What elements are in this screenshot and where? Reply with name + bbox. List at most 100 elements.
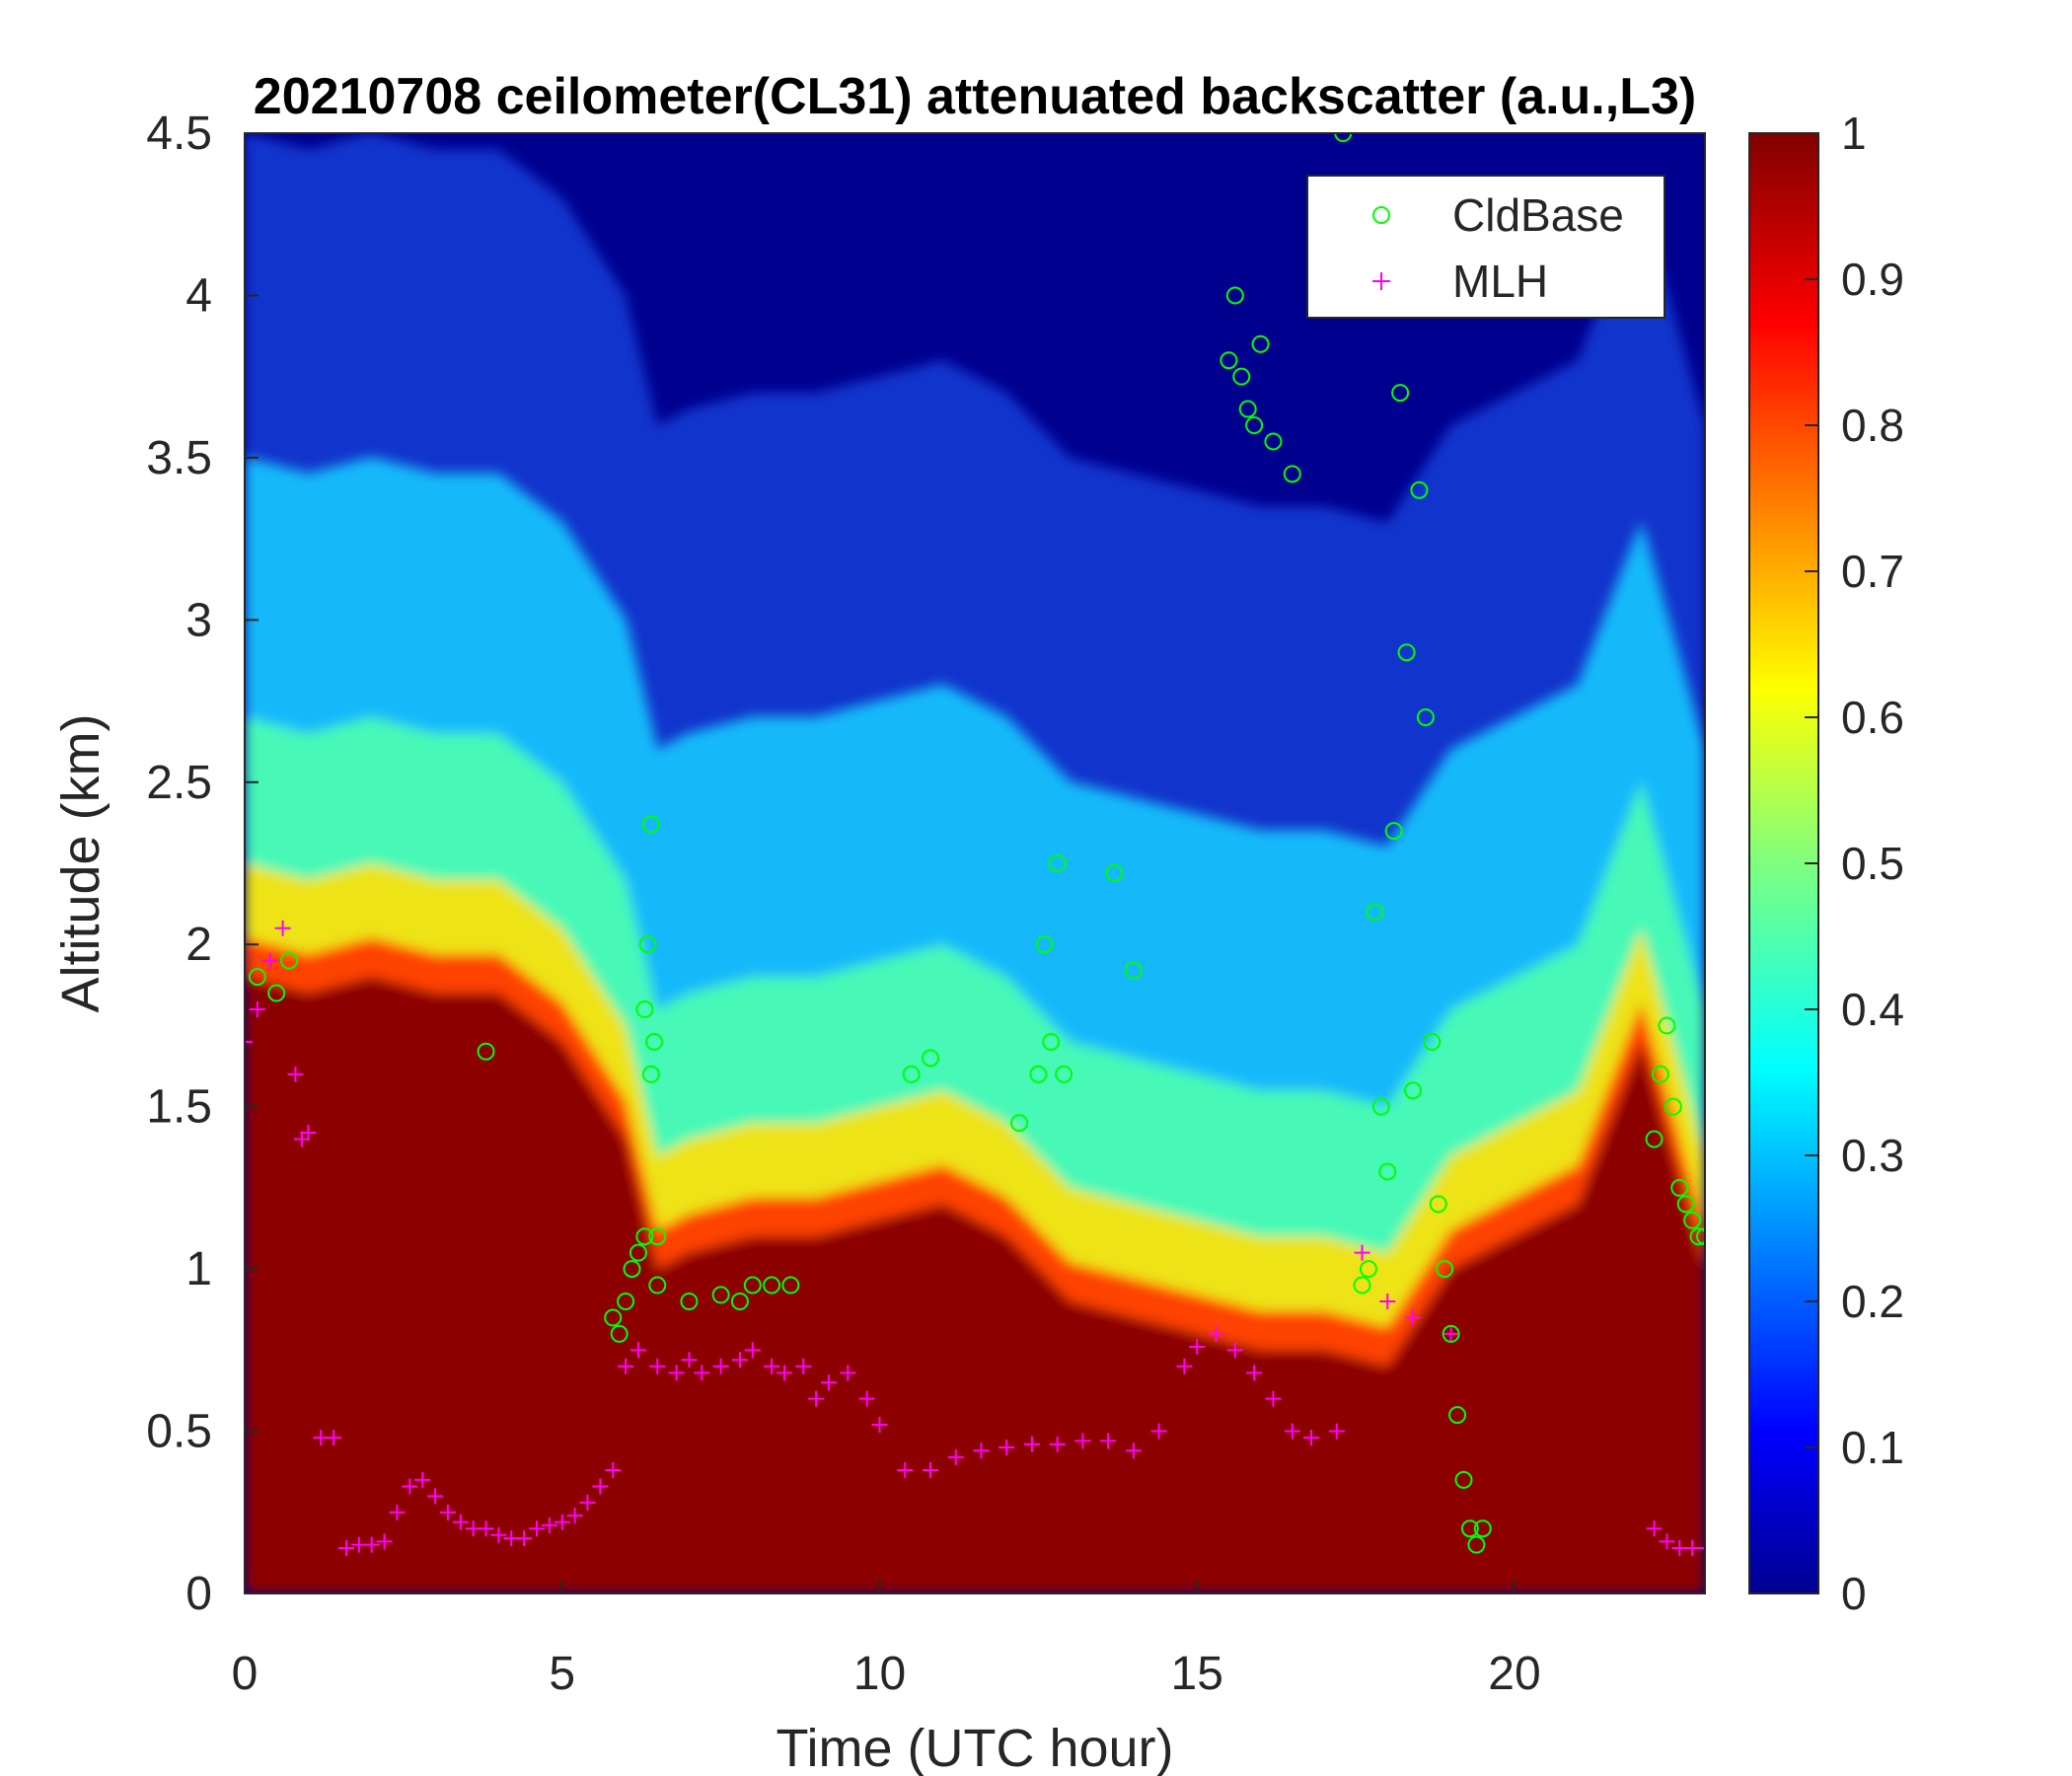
cldbase-point <box>1105 863 1124 882</box>
cldbase-point <box>635 1227 654 1246</box>
cldbase-point <box>1676 1195 1695 1214</box>
mlh-point <box>1226 1342 1243 1359</box>
mlh-point <box>1049 1436 1066 1452</box>
cldbase-point <box>1251 334 1270 353</box>
cldbase-point <box>638 935 657 954</box>
cldbase-point <box>635 1000 654 1018</box>
cldbase-point <box>629 1243 647 1262</box>
mlh-point <box>1646 1520 1663 1537</box>
y-tick-label: 2.5 <box>146 757 212 809</box>
colorbar: 0 0.1 0.2 0.3 0.4 0.5 0.6 0.7 0.8 0.9 1 <box>1748 108 1904 1619</box>
colorbar-ticks: 0 0.1 0.2 0.3 0.4 0.5 0.6 0.7 0.8 0.9 1 <box>1805 108 1904 1619</box>
cldbase-point <box>1658 1016 1676 1035</box>
cldbase-point <box>1404 1081 1422 1100</box>
mlh-point <box>1176 1358 1193 1374</box>
colorbar-tick-label: 0.6 <box>1841 692 1904 743</box>
mlh-point <box>694 1365 710 1381</box>
mlh-point <box>1659 1533 1675 1550</box>
y-axis-label: Altitude (km) <box>51 713 111 1012</box>
cldbase-point <box>743 1276 762 1295</box>
mlh-point <box>1189 1339 1206 1356</box>
mlh-point <box>764 1358 780 1374</box>
colorbar-tick-label: 0.3 <box>1841 1130 1904 1181</box>
cldbase-point <box>1391 384 1410 403</box>
mlh-point <box>1150 1423 1167 1440</box>
colorbar-tick-label: 0.5 <box>1841 838 1904 889</box>
mlh-point <box>516 1530 533 1547</box>
cldbase-point <box>1359 1260 1377 1279</box>
cldbase-point <box>641 1065 660 1083</box>
cldbase-point <box>648 1276 667 1295</box>
mlh-point <box>452 1514 469 1530</box>
colorbar-tick-label: 0.2 <box>1841 1276 1904 1327</box>
mlh-point <box>261 952 278 969</box>
cldbase-point <box>477 1042 495 1061</box>
cldbase-point <box>1454 1470 1473 1489</box>
mlh-point <box>1100 1433 1117 1449</box>
mlh-point <box>554 1514 570 1530</box>
cldbase-point <box>1264 432 1283 451</box>
cldbase-point <box>1467 1535 1486 1554</box>
cldbase-point <box>1442 1324 1460 1343</box>
cldbase-point <box>248 968 266 987</box>
cldbase-point <box>1353 1276 1371 1295</box>
x-axis: 0 5 10 15 20 <box>232 1580 1541 1700</box>
mlh-point <box>1284 1423 1300 1440</box>
mlh-point <box>618 1358 634 1374</box>
cldbase-point <box>1283 465 1301 483</box>
legend-mlh-marker <box>1372 272 1390 290</box>
cldbase-point <box>1664 1097 1682 1116</box>
mlh-point <box>363 1536 380 1553</box>
cldbase-point <box>1366 903 1384 922</box>
y-tick-label: 4 <box>185 269 212 322</box>
mlh-point <box>529 1520 545 1537</box>
mlh-point <box>1023 1436 1040 1452</box>
mlh-point <box>605 1462 622 1479</box>
mlh-point <box>999 1440 1015 1455</box>
cldbase-point <box>648 1227 667 1246</box>
mlh-point <box>712 1358 729 1374</box>
cldbase-point <box>680 1293 699 1310</box>
mlh-point <box>1303 1430 1320 1446</box>
mlh-point <box>1074 1433 1091 1449</box>
mlh-point <box>245 1033 253 1050</box>
mlh-point <box>414 1471 431 1488</box>
cldbase-point <box>1645 1130 1664 1148</box>
mlh-point <box>1379 1294 1396 1309</box>
cldbase-point <box>1651 1065 1669 1083</box>
cldbase-point <box>280 951 299 970</box>
y-tick-label: 3 <box>185 594 212 646</box>
cldbase-point <box>610 1324 629 1343</box>
y-tick-label: 3.5 <box>146 432 212 484</box>
cldbase-point <box>641 815 660 834</box>
cldbase-point <box>1042 1032 1061 1051</box>
mlh-point <box>731 1352 748 1369</box>
mlh-point <box>1697 1539 1705 1556</box>
x-tick-label: 5 <box>549 1648 575 1700</box>
mlh-point <box>274 920 291 936</box>
mlh-point <box>1443 1325 1459 1342</box>
mlh-point <box>1246 1365 1263 1381</box>
mlh-point <box>579 1494 596 1511</box>
mlh-point <box>871 1416 888 1433</box>
cldbase-point <box>617 1293 635 1310</box>
legend: CldBase MLH <box>1306 175 1665 319</box>
mlh-point <box>649 1358 666 1374</box>
y-tick-label: 1 <box>185 1243 212 1295</box>
cldbase-point <box>1010 1114 1029 1133</box>
mlh-point <box>858 1390 875 1407</box>
cldbase-point <box>921 1049 939 1068</box>
cldbase-point <box>1448 1406 1467 1425</box>
cldbase-point <box>1670 1178 1689 1197</box>
mlh-point <box>744 1342 761 1359</box>
mlh-point <box>1265 1390 1282 1407</box>
mlh-point <box>566 1508 583 1524</box>
cldbase-point <box>1410 481 1429 499</box>
mlh-point <box>897 1462 914 1479</box>
legend-cldbase-marker <box>1372 206 1390 224</box>
mlh-series <box>245 920 1705 1556</box>
cldbase-point <box>1378 1162 1397 1181</box>
cldbase-point <box>645 1032 664 1051</box>
cldbase-point <box>1035 935 1054 954</box>
